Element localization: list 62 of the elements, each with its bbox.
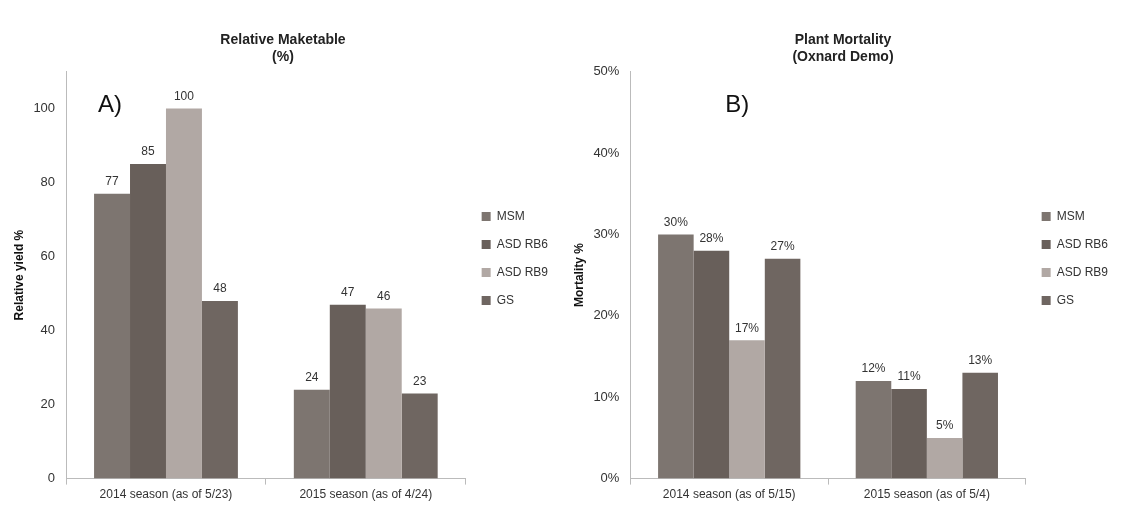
legend-label: GS	[1056, 292, 1074, 307]
data-label: 11%	[897, 369, 921, 384]
chart-title: Relative Maketable (%)	[220, 31, 346, 65]
data-label: 47	[341, 285, 355, 300]
bar	[926, 437, 963, 479]
y-tick-label: 30%	[593, 225, 620, 241]
y-tick-label: 20	[40, 396, 56, 412]
bar	[855, 380, 892, 479]
annotation: A)	[98, 90, 123, 118]
y-tick-label: 0%	[600, 470, 620, 486]
bar	[693, 250, 730, 479]
data-label: 17%	[735, 320, 760, 335]
data-label: 77	[105, 174, 120, 189]
y-axis-title: Relative yield %	[11, 229, 26, 321]
bar	[401, 393, 438, 479]
data-label: 100	[173, 88, 195, 103]
bar	[329, 304, 366, 479]
bar	[764, 258, 801, 479]
bar	[293, 389, 330, 479]
data-label: 12%	[861, 361, 886, 376]
x-tick-label: 2014 season (as of 5/15)	[662, 487, 796, 502]
data-label: 27%	[770, 239, 795, 254]
legend-label: MSM	[1056, 208, 1085, 223]
y-tick-label: 0	[47, 470, 56, 486]
data-label: 28%	[699, 230, 724, 245]
data-label: 85	[141, 144, 155, 159]
chart-title: Plant Mortality (Oxnard Demo)	[792, 31, 894, 65]
legend-label: MSM	[496, 208, 525, 223]
x-tick-label: 2015 season (as of 4/24)	[299, 487, 433, 502]
y-tick-label: 100	[33, 100, 56, 116]
bar	[201, 301, 238, 479]
bar	[165, 108, 202, 479]
data-label: 46	[377, 288, 391, 303]
x-tick-label: 2014 season (as of 5/23)	[99, 487, 233, 502]
y-tick-label: 10%	[593, 388, 620, 404]
legend-label: GS	[496, 292, 514, 307]
y-tick-label: 60	[40, 248, 56, 264]
y-tick-label: 40%	[593, 144, 620, 160]
bar	[962, 372, 998, 479]
x-tick-label: 2015 season (as of 5/4)	[863, 487, 990, 502]
legend-label: ASD RB9	[1056, 264, 1109, 279]
bar	[729, 340, 765, 479]
data-label: 48	[213, 281, 227, 296]
y-tick-label: 50%	[593, 63, 620, 79]
legend-label: ASD RB6	[496, 236, 549, 251]
bar	[94, 193, 131, 479]
data-label: 5%	[935, 418, 954, 433]
bar	[130, 164, 166, 479]
data-label: 24	[305, 370, 319, 385]
data-label: 30%	[663, 214, 689, 229]
y-tick-label: 80	[40, 174, 56, 190]
data-label: 13%	[968, 353, 993, 368]
annotation: B)	[725, 90, 750, 118]
legend-label: ASD RB6	[1056, 236, 1109, 251]
legend-label: ASD RB9	[496, 264, 549, 279]
bar	[658, 234, 694, 479]
bar	[891, 389, 927, 479]
y-tick-label: 40	[40, 322, 56, 338]
y-tick-label: 20%	[593, 307, 620, 323]
bar	[365, 308, 402, 479]
data-label: 23	[413, 373, 427, 388]
y-axis-title: Mortality %	[571, 242, 586, 308]
